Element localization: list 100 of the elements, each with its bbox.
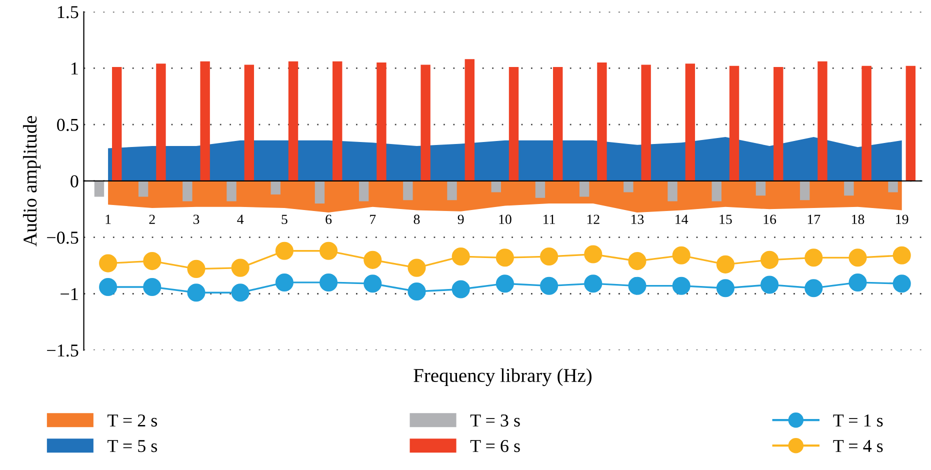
legend-label: T = 3 s <box>470 414 520 427</box>
point <box>364 274 382 293</box>
point <box>320 273 338 292</box>
x-tick-label: 11 <box>544 214 555 224</box>
y-tick-label: −1 <box>60 288 78 300</box>
point <box>408 282 426 301</box>
bar <box>288 61 298 181</box>
x-tick-label: 2 <box>149 214 155 224</box>
bar <box>756 180 766 196</box>
point <box>275 242 294 260</box>
point <box>99 278 118 296</box>
bar <box>888 180 898 192</box>
bar <box>226 180 236 202</box>
point <box>628 252 646 270</box>
bar <box>844 180 854 196</box>
x-tick-label: 8 <box>414 214 420 224</box>
bar <box>906 66 916 181</box>
bar <box>182 180 192 202</box>
point <box>716 279 734 298</box>
bar <box>358 180 369 202</box>
y-axis-title: Audio amplitude <box>22 116 41 246</box>
point <box>99 254 118 272</box>
bar <box>579 180 590 197</box>
point <box>408 258 426 277</box>
x-tick-label: 17 <box>808 214 820 224</box>
point <box>496 274 514 293</box>
x-tick-label: 4 <box>237 214 244 224</box>
point <box>760 276 779 294</box>
x-tick-label: 18 <box>852 214 864 224</box>
bar <box>597 62 607 181</box>
y-tick-label: 0.5 <box>57 118 78 132</box>
x-tick-label: 15 <box>720 214 732 224</box>
point <box>275 273 294 292</box>
point <box>628 276 646 295</box>
bar <box>270 180 280 194</box>
point <box>848 248 867 267</box>
x-tick-label: 1 <box>106 214 111 224</box>
bar <box>332 61 342 181</box>
bar <box>376 62 386 181</box>
point <box>672 246 690 264</box>
legend-label: T = 6 s <box>470 440 520 452</box>
bar <box>447 180 457 200</box>
bar <box>685 64 696 181</box>
x-tick-label: 12 <box>587 214 600 224</box>
x-tick-label: 14 <box>676 214 688 224</box>
legend-label: T = 2 s <box>108 414 158 427</box>
bar <box>314 180 325 204</box>
point <box>364 250 382 269</box>
x-tick-label: 19 <box>896 214 908 224</box>
bar <box>94 180 104 197</box>
x-tick-label: 7 <box>370 214 376 224</box>
bar <box>774 67 784 181</box>
x-tick-label: 5 <box>282 214 288 224</box>
bar <box>508 67 519 181</box>
point <box>540 276 558 295</box>
x-tick-label: 10 <box>499 214 512 224</box>
bar <box>553 67 563 181</box>
bar <box>156 64 166 181</box>
x-tick-label: 13 <box>632 214 644 224</box>
y-tick-label: −0.5 <box>47 232 78 244</box>
bar <box>668 180 678 202</box>
bar <box>818 61 828 181</box>
point <box>584 274 602 293</box>
point <box>672 276 690 295</box>
bar <box>138 180 148 197</box>
x-tick-label: 3 <box>193 214 200 224</box>
bar <box>244 64 254 181</box>
point <box>187 284 206 302</box>
legend-label: T = 4 s <box>833 440 883 452</box>
point <box>804 248 823 267</box>
point <box>584 245 602 264</box>
point <box>496 248 514 267</box>
point <box>143 252 162 270</box>
x-tick-label: 6 <box>326 214 332 224</box>
bar <box>420 64 430 181</box>
point <box>716 255 734 274</box>
legend-label: T = 1 s <box>833 414 883 427</box>
bar <box>729 66 740 181</box>
point <box>143 278 162 296</box>
x-tick-label: 16 <box>764 214 776 224</box>
point <box>452 248 470 266</box>
bar <box>464 59 475 181</box>
point <box>848 273 867 292</box>
y-tick-label: 0 <box>70 175 78 188</box>
bar <box>491 180 501 192</box>
point <box>760 250 779 269</box>
bar <box>862 66 872 181</box>
legend-label: T = 5 s <box>108 440 158 452</box>
y-tick-label: −1.5 <box>47 344 78 357</box>
bar <box>535 180 546 198</box>
x-axis-title: Frequency library (Hz) <box>414 368 592 386</box>
bar <box>641 64 651 181</box>
point <box>187 260 206 278</box>
bar <box>200 61 210 181</box>
point <box>892 246 911 264</box>
point <box>231 284 250 302</box>
bar <box>712 180 722 202</box>
point <box>892 274 911 293</box>
bar <box>624 180 634 192</box>
bar <box>112 67 122 181</box>
